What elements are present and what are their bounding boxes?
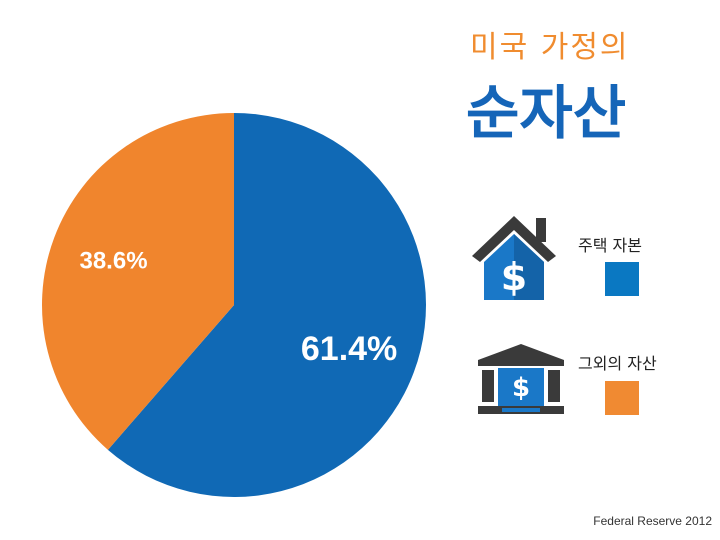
pie-slice-home-equity xyxy=(107,113,427,498)
legend-swatch-other-assets xyxy=(605,381,639,415)
chart-title: 순자산 xyxy=(466,79,627,147)
legend-label-other-assets: 그외의 자산 xyxy=(578,354,657,373)
house-dollar-icon: $ xyxy=(472,216,556,300)
pie-label-home-equity: 61.4% xyxy=(301,330,397,368)
source-note: Federal Reserve 2012 xyxy=(593,514,712,528)
legend-label-home-equity: 주택 자본 xyxy=(578,236,642,255)
svg-text:$: $ xyxy=(512,373,530,403)
pie-label-other-assets: 38.6% xyxy=(79,247,147,274)
bank-dollar-icon: $ xyxy=(478,344,564,414)
chart-subtitle: 미국 가정의 xyxy=(470,30,630,65)
pie-slice-other-assets xyxy=(42,113,235,450)
svg-text:$: $ xyxy=(501,255,527,299)
legend-swatch-home-equity xyxy=(605,262,639,296)
